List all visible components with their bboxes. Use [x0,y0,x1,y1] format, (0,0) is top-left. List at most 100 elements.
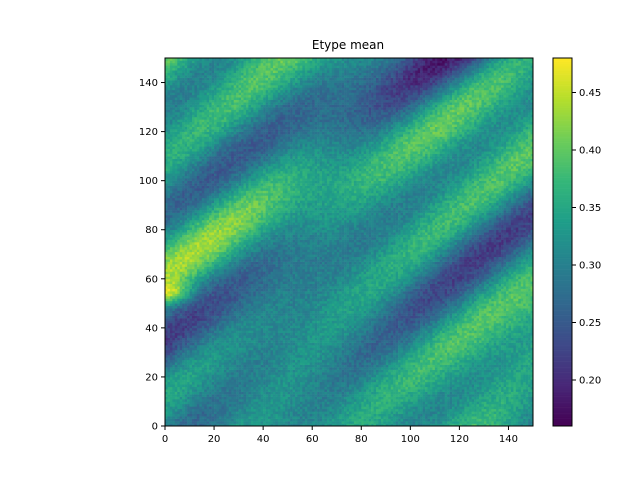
heatmap-cell [290,394,293,397]
heatmap-cell [506,365,509,368]
heatmap-cell [270,365,273,368]
heatmap-cell [248,370,251,373]
heatmap-cell [290,399,293,402]
heatmap-cell [410,404,413,407]
heatmap-cell [339,411,342,414]
heatmap-cell [182,384,185,387]
heatmap-cell [479,397,482,400]
heatmap-cell [324,360,327,363]
heatmap-cell [481,355,484,358]
heatmap-cell [283,370,286,373]
heatmap-cell [307,416,310,419]
heatmap-cell [450,387,453,390]
heatmap-cell [320,421,323,424]
heatmap-cell [297,365,300,368]
heatmap-cell [322,414,325,417]
heatmap-cell [459,392,462,395]
heatmap-cell [420,379,423,382]
heatmap-cell [212,397,215,400]
heatmap-cell [491,404,494,407]
heatmap-cell [192,419,195,422]
heatmap-cell [450,370,453,373]
heatmap-cell [212,389,215,392]
heatmap-cell [371,372,374,375]
heatmap-cell [263,355,266,358]
heatmap-cell [435,399,438,402]
heatmap-cell [207,379,210,382]
heatmap-cell [320,372,323,375]
heatmap-cell [518,421,521,424]
heatmap-cell [229,382,232,385]
heatmap-cell [342,397,345,400]
heatmap-cell [388,394,391,397]
heatmap-cell [229,416,232,419]
heatmap-cell [180,370,183,373]
heatmap-cell [393,397,396,400]
heatmap-cell [481,397,484,400]
heatmap-cell [474,372,477,375]
heatmap-cell [231,377,234,380]
heatmap-cell [339,401,342,404]
heatmap-cell [288,355,291,358]
heatmap-cell [278,382,281,385]
heatmap-cell [479,365,482,368]
heatmap-cell [351,419,354,422]
heatmap-cell [513,404,516,407]
heatmap-cell [197,362,200,365]
heatmap-cell [516,399,519,402]
heatmap-cell [347,372,350,375]
heatmap-cell [504,389,507,392]
heatmap-cell [221,377,224,380]
heatmap-cell [300,355,303,358]
heatmap-cell [251,389,254,392]
heatmap-cell [172,365,175,368]
heatmap-cell [351,362,354,365]
heatmap-cell [224,411,227,414]
heatmap-cell [408,397,411,400]
heatmap-cell [285,419,288,422]
heatmap-cell [437,394,440,397]
heatmap-cell [293,382,296,385]
heatmap-cell [477,360,480,363]
heatmap-cell [511,421,514,424]
heatmap-cell [359,355,362,358]
heatmap-cell [187,360,190,363]
heatmap-cell [258,401,261,404]
heatmap-cell [430,389,433,392]
heatmap-cell [374,404,377,407]
heatmap-cell [504,379,507,382]
heatmap-cell [418,421,421,424]
heatmap-cell [224,404,227,407]
heatmap-cell [337,414,340,417]
heatmap-cell [486,370,489,373]
heatmap-cell [253,414,256,417]
heatmap-cell [302,394,305,397]
heatmap-cell [442,419,445,422]
heatmap-cell [366,421,369,424]
heatmap-cell [361,421,364,424]
heatmap-cell [219,377,222,380]
heatmap-cell [418,374,421,377]
heatmap-cell [420,399,423,402]
heatmap-cell [423,382,426,385]
heatmap-cell [197,370,200,373]
heatmap-cell [234,387,237,390]
heatmap-cell [408,392,411,395]
heatmap-cell [479,389,482,392]
heatmap-cell [224,394,227,397]
heatmap-cell [190,367,193,370]
heatmap-cell [283,394,286,397]
heatmap-cell [219,379,222,382]
heatmap-cell [369,414,372,417]
heatmap-cell [327,379,330,382]
heatmap-cell [320,409,323,412]
heatmap-cell [401,370,404,373]
heatmap-cell [472,397,475,400]
heatmap-cell [310,355,313,358]
heatmap-cell [288,367,291,370]
heatmap-cell [423,416,426,419]
heatmap-cell [398,357,401,360]
heatmap-cell [349,357,352,360]
heatmap-cell [499,394,502,397]
heatmap-cell [310,392,313,395]
